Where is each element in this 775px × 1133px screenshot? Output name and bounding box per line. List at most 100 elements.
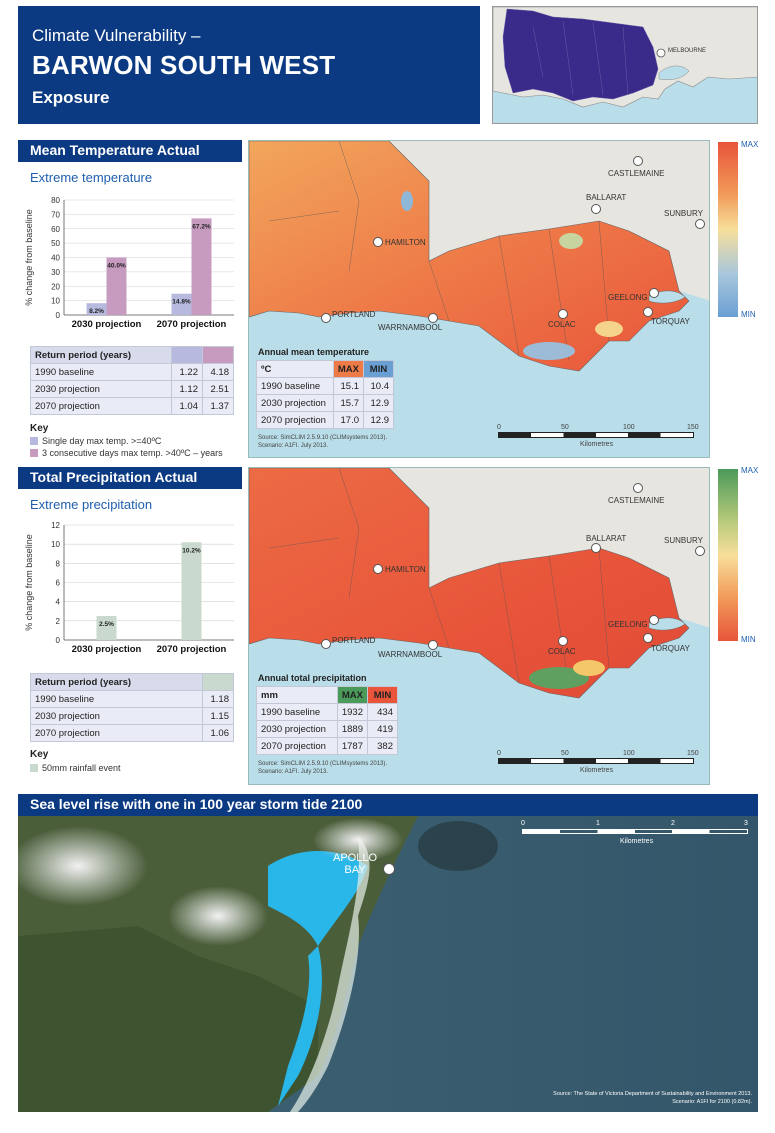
city-label-sunbury: SUNBURY <box>664 209 703 218</box>
temp-scale-bar <box>498 432 694 438</box>
locator-map-svg: MELBOURNE <box>493 7 757 123</box>
y-tick-label: 2 <box>56 617 61 626</box>
city-label-portland: PORTLAND <box>332 636 376 645</box>
precipitation-return-table: Return period (years) 1990 baseline 1.18 … <box>30 673 234 742</box>
sea-level-source: Source: The State of Victoria Department… <box>470 1090 752 1106</box>
temperature-bar-chart: 0 10 20 30 40 50 60 70 80 % change from baseline 8… <box>24 196 234 330</box>
scale-tick: 100 <box>623 750 635 757</box>
temperature-section-title: Mean Temperature Actual <box>30 142 200 158</box>
table-cell: 1.22 <box>171 363 203 381</box>
table-cell: 12.9 <box>363 411 394 429</box>
y-tick-label: 10 <box>51 297 60 306</box>
map-table-unit: mm <box>256 686 338 704</box>
y-tick-label: 4 <box>56 598 61 607</box>
y-tick-label: 70 <box>51 210 60 219</box>
table-cell: 15.1 <box>332 377 365 395</box>
bar <box>86 303 107 315</box>
bar <box>106 257 127 315</box>
city-label-torquay: TORQUAY <box>651 317 690 326</box>
city-marker-warrnambool <box>428 313 438 323</box>
city-label-castlemaine: CASTLEMAINE <box>608 496 665 505</box>
city-marker-castlemaine <box>633 156 643 166</box>
map-table-max-header: MAX <box>336 686 369 704</box>
bar <box>181 542 202 640</box>
table-cell: 1.12 <box>171 380 203 398</box>
table-row-label: 1990 baseline <box>30 363 172 381</box>
y-tick-label: 50 <box>51 239 60 248</box>
table-cell: 1932 <box>336 703 369 721</box>
key-swatch <box>30 764 38 772</box>
table-cell: 2.51 <box>202 380 234 398</box>
y-tick-label: 40 <box>51 254 60 263</box>
source-line: Source: SimCLIM 2.5.9.10 (CLIMsystems 20… <box>258 435 388 441</box>
y-tick-label: 30 <box>51 268 60 277</box>
bar <box>171 293 192 315</box>
city-label-colac: COLAC <box>548 647 576 656</box>
return-table-col-1 <box>171 346 203 364</box>
source-line: Scenario: A1FI for 2100 (0.82m). <box>672 1099 752 1105</box>
table-cell: 15.7 <box>332 394 365 412</box>
scale-unit: Kilometres <box>620 838 654 845</box>
temp-color-legend <box>718 142 738 317</box>
source-line: Source: The State of Victoria Department… <box>553 1091 752 1097</box>
sea-level-scale-bar <box>522 829 748 834</box>
bar <box>191 218 212 315</box>
temperature-map <box>248 140 710 458</box>
map-table-max-header: MAX <box>332 360 365 378</box>
key-label: 50mm rainfall event <box>42 763 121 773</box>
city-marker-sunbury <box>695 546 705 556</box>
city-label-torquay: TORQUAY <box>651 644 690 653</box>
table-row-label: 2070 projection <box>30 724 203 742</box>
city-marker-ballarat <box>591 204 601 214</box>
temperature-return-table: Return period (years) 1990 baseline 1.22… <box>30 346 234 415</box>
table-cell: 10.4 <box>363 377 394 395</box>
table-row-label: 2030 projection <box>256 720 338 738</box>
city-label-warrnambool: WARRNAMBOOL <box>378 323 443 332</box>
return-table-header: Return period (years) <box>30 346 172 364</box>
source-line: Scenario: A1FI. July 2013. <box>258 443 329 449</box>
scale-tick: 50 <box>561 424 569 431</box>
scale-tick: 50 <box>561 750 569 757</box>
y-axis-label: % change from baseline <box>24 209 34 306</box>
city-marker-hamilton <box>373 237 383 247</box>
temperature-section-bar: Mean Temperature Actual <box>18 140 242 162</box>
temperature-map-svg <box>249 141 709 372</box>
table-cell: 1.15 <box>202 707 234 725</box>
table-row-label: 2070 projection <box>256 411 334 429</box>
return-table-header: Return period (years) <box>30 673 203 691</box>
x-category-label: 2070 projection <box>157 644 227 655</box>
x-category-label: 2030 projection <box>72 644 142 655</box>
city-label-warrnambool: WARRNAMBOOL <box>378 650 443 659</box>
table-row-label: 2030 projection <box>30 707 203 725</box>
precip-map-source: Source: SimCLIM 2.5.9.10 (CLIMsystems 20… <box>258 760 387 776</box>
y-tick-label: 60 <box>51 225 60 234</box>
city-label-colac: COLAC <box>548 320 576 329</box>
y-tick-label: 8 <box>56 559 61 568</box>
town-label-line: APOLLO <box>333 852 378 864</box>
precip-color-legend <box>718 469 738 641</box>
table-cell: 1.04 <box>171 397 203 415</box>
source-line: Source: SimCLIM 2.5.9.10 (CLIMsystems 20… <box>258 761 388 767</box>
city-marker-castlemaine <box>633 483 643 493</box>
precip-map-table: mm MAX MIN 1990 baseline 1932 434 2030 pro… <box>256 686 398 755</box>
scale-tick: 0 <box>521 820 525 827</box>
precipitation-key-title: Key <box>30 749 49 760</box>
legend-max-label: MAX <box>741 466 759 475</box>
key-label: Single day max temp. >=40ºC <box>42 436 162 446</box>
key-item-50mm: 50mm rainfall event <box>30 763 121 773</box>
x-category-label: 2030 projection <box>72 319 142 330</box>
key-item-single-day: Single day max temp. >=40ºC <box>30 436 161 446</box>
title-subtitle: Exposure <box>32 88 110 107</box>
city-marker-hamilton <box>373 564 383 574</box>
table-row-label: 2070 projection <box>30 397 172 415</box>
city-label-hamilton: HAMILTON <box>385 565 426 574</box>
y-tick-label: 80 <box>51 196 60 205</box>
key-swatch <box>30 437 38 445</box>
apollo-bay-label: APOLLO BAY <box>333 852 377 876</box>
city-label-castlemaine: CASTLEMAINE <box>608 169 665 178</box>
locator-city-label: MELBOURNE <box>668 48 706 54</box>
scale-tick: 1 <box>596 820 600 827</box>
city-marker-portland <box>321 639 331 649</box>
table-cell: 1.06 <box>202 724 234 742</box>
city-marker-geelong <box>649 615 659 625</box>
